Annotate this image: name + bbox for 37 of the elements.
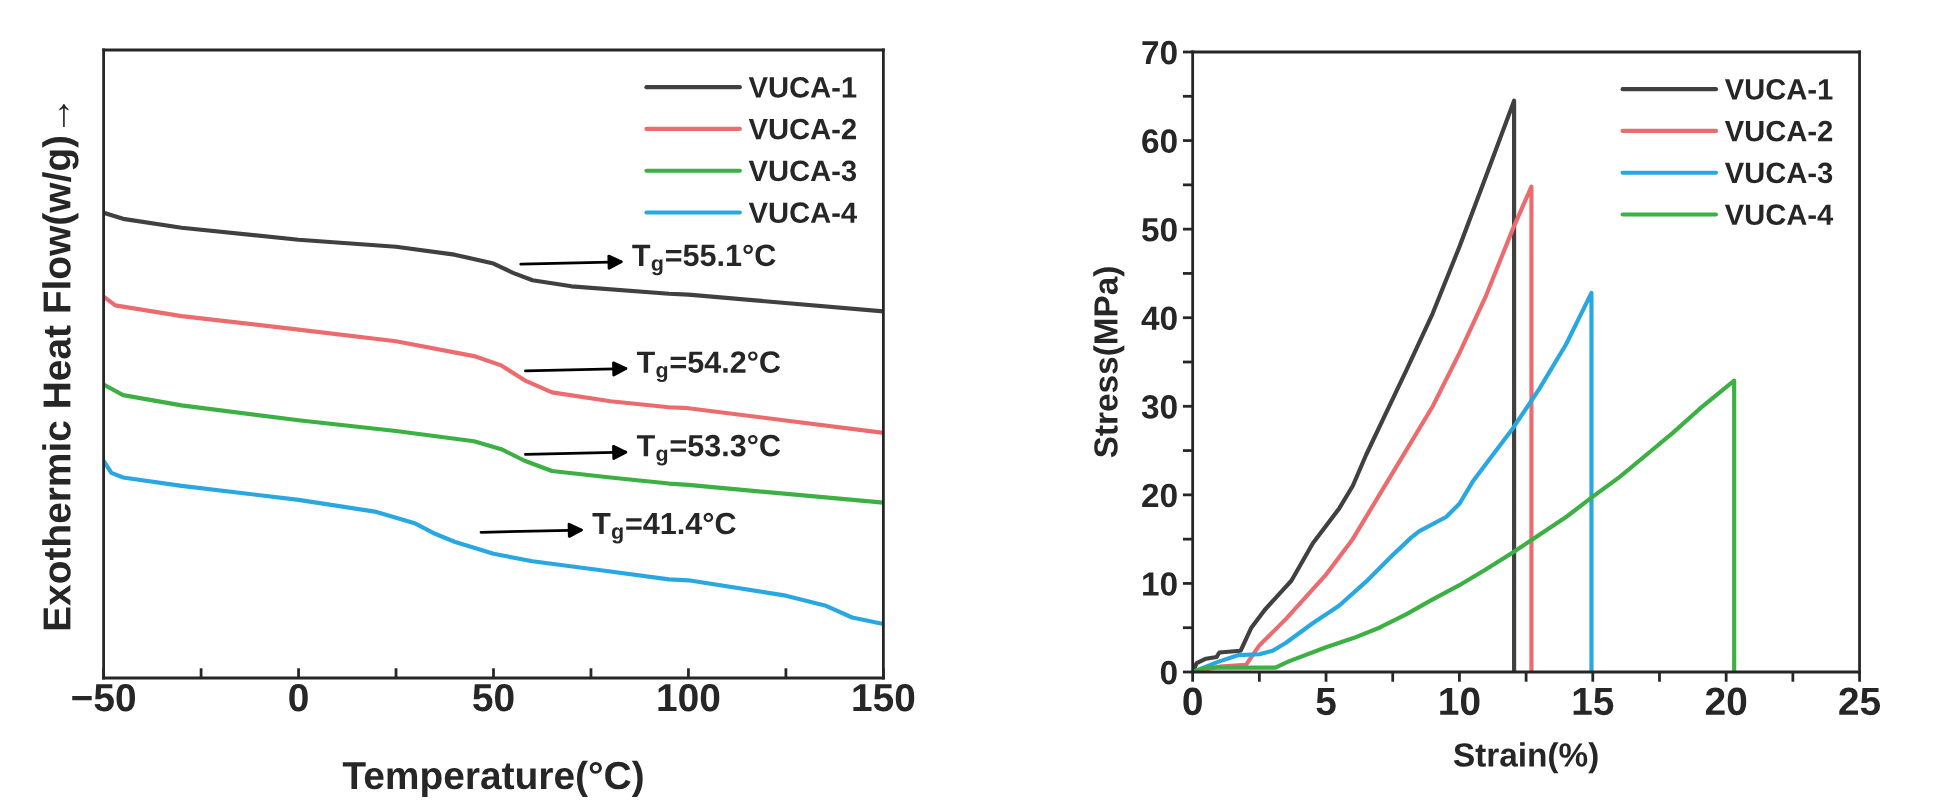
x-tick-label: −50: [72, 683, 135, 712]
legend-label: VUCA-4: [748, 202, 857, 223]
annotation: T$_{g}$=41.4°C: [592, 512, 736, 544]
x-axis-title: Temperature(°C): [342, 760, 643, 798]
y-tick-label: 60: [1142, 129, 1177, 153]
annotation: T$_{g}$=53.3°C: [636, 434, 781, 466]
y-tick-label: 40: [1141, 306, 1177, 331]
legend-label: VUCA-1: [748, 77, 857, 98]
x-axis-title: Strain(%): [1453, 742, 1598, 774]
y-axis-title: Exothermic Heat Flow(w/g)→: [42, 103, 79, 630]
legend-label: VUCA-2: [748, 118, 856, 140]
x-tick-label: 0: [289, 683, 308, 712]
y-tick-label: 50: [1142, 217, 1177, 242]
x-tick-label: 15: [1573, 688, 1614, 716]
x-tick-label: 150: [853, 683, 915, 712]
line-series: [1192, 378, 1737, 672]
y-tick-label: 10: [1143, 572, 1177, 596]
y-tick-label: 70: [1142, 40, 1177, 65]
x-tick-label: 0: [1183, 687, 1202, 716]
annotation: T$_{g}$=55.1°C: [632, 244, 776, 276]
x-tick-label: 100: [658, 683, 720, 712]
y-axis-title: Stress(MPa): [1093, 267, 1125, 458]
legend-label: VUCA-2: [1724, 120, 1833, 142]
line-series: [1192, 98, 1517, 672]
x-tick-label: 50: [473, 683, 514, 712]
legend-label: VUCA-4: [1724, 204, 1834, 225]
annotation: T$_{g}$=54.2°C: [636, 351, 781, 383]
y-tick-label: 0: [1160, 660, 1177, 685]
legend-label: VUCA-3: [1724, 162, 1833, 184]
x-tick-label: 10: [1440, 687, 1480, 716]
legend-label: VUCA-1: [1724, 79, 1833, 100]
y-tick-label: 20: [1142, 483, 1177, 508]
x-tick-label: 5: [1316, 688, 1336, 716]
y-tick-label: 30: [1141, 395, 1177, 419]
legend-label: VUCA-3: [748, 160, 857, 182]
x-tick-label: 20: [1705, 687, 1747, 716]
x-tick-label: 25: [1839, 687, 1881, 716]
